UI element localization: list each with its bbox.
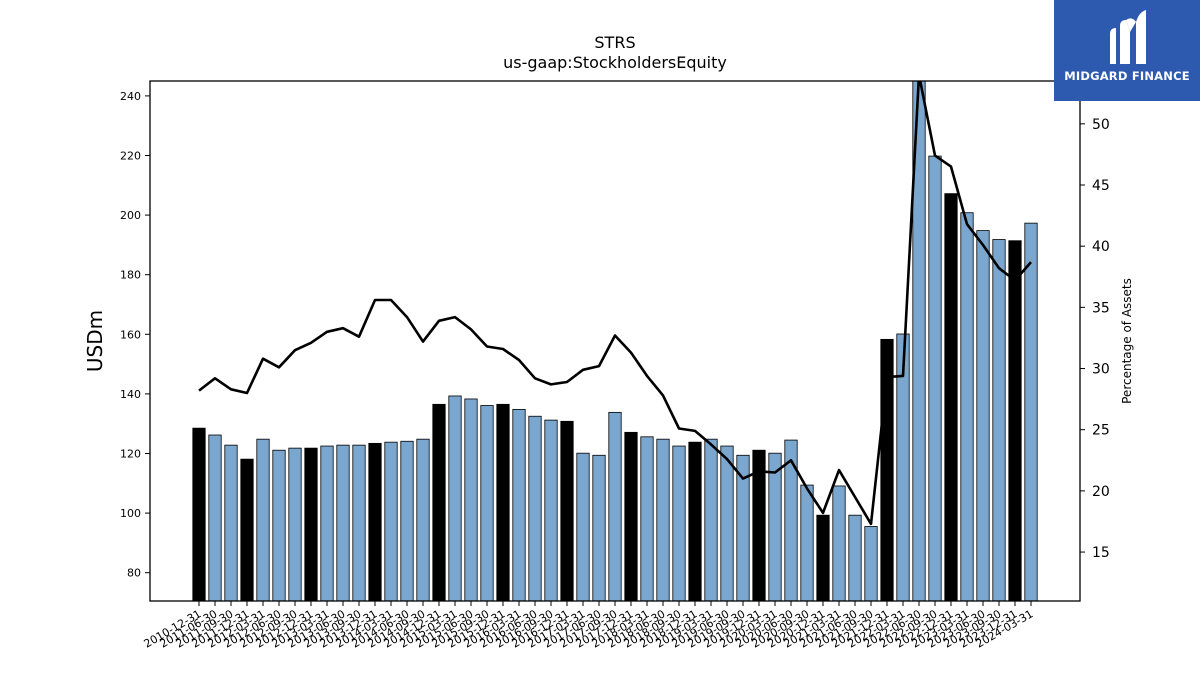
bar [400, 440, 414, 602]
bar [848, 514, 862, 602]
bar [304, 447, 318, 602]
y2-tick-label: 50 [1092, 117, 1110, 133]
brand-name: MIDGARD FINANCE [1064, 69, 1190, 83]
bar [512, 408, 526, 602]
y-tick-label: 80 [127, 567, 141, 580]
bar [352, 444, 366, 602]
y-tick-label: 120 [120, 447, 141, 460]
bar [800, 484, 814, 602]
bar [816, 514, 830, 602]
bar [464, 398, 478, 602]
bar [672, 445, 686, 602]
bar [608, 411, 622, 602]
bar [544, 419, 558, 602]
y-axis-left: 80 100 120 140 160 180 200 220 240 [120, 90, 150, 580]
chart-subtitle: us-gaap:StockholdersEquity [503, 53, 727, 72]
y-tick-label: 220 [120, 149, 141, 162]
y2-tick-label: 15 [1092, 545, 1110, 561]
y-tick-label: 200 [120, 209, 141, 222]
bar [960, 212, 974, 602]
y2-tick-label: 35 [1092, 300, 1110, 316]
bar [224, 444, 238, 602]
bar [240, 458, 254, 602]
bar [208, 434, 222, 602]
bar [272, 449, 286, 602]
bar [480, 405, 494, 602]
midgard-m-icon [1110, 10, 1146, 64]
y2-axis-label: Percentage of Assets [1120, 278, 1134, 404]
y-tick-label: 180 [120, 269, 141, 282]
series-line [198, 81, 1032, 526]
bar [640, 436, 654, 602]
bar [1008, 240, 1022, 602]
bar [944, 193, 958, 602]
bar [448, 395, 462, 602]
y-tick-label: 240 [120, 90, 141, 103]
bar [832, 485, 846, 602]
bar [576, 452, 590, 602]
bar [768, 452, 782, 602]
bar [592, 454, 606, 602]
bar [720, 445, 734, 602]
chart-title: STRS [594, 33, 635, 52]
bar [624, 431, 638, 602]
bar [256, 438, 270, 602]
bar [320, 445, 334, 602]
bar [864, 526, 878, 602]
bar-series [192, 80, 1038, 602]
bar [928, 155, 942, 602]
bar [192, 427, 206, 602]
brand-logo: MIDGARD FINANCE [1054, 0, 1200, 101]
y2-tick-label: 30 [1092, 362, 1110, 378]
x-axis: 2010-12-312011-06-302011-09-302011-12-31… [142, 601, 1036, 651]
bar [704, 438, 718, 602]
bar [992, 239, 1006, 602]
bar [528, 415, 542, 602]
y-tick-label: 160 [120, 328, 141, 341]
y2-tick-label: 45 [1092, 178, 1110, 194]
bar [288, 447, 302, 602]
y-tick-label: 140 [120, 388, 141, 401]
bar [416, 438, 430, 602]
bar [1024, 222, 1038, 602]
bar [976, 230, 990, 602]
y-axis-label: USDm [83, 310, 107, 372]
bar [384, 441, 398, 602]
y2-tick-label: 20 [1092, 484, 1110, 500]
y-axis-right: 15 20 25 30 35 40 45 50 [1080, 117, 1110, 561]
y-tick-label: 100 [120, 507, 141, 520]
bar [432, 403, 446, 602]
bar [560, 420, 574, 602]
bar [368, 442, 382, 602]
line-series [198, 81, 1032, 526]
bar [688, 441, 702, 602]
bar [336, 444, 350, 602]
bar [656, 438, 670, 602]
bar [496, 403, 510, 602]
y2-tick-label: 25 [1092, 423, 1110, 439]
y2-tick-label: 40 [1092, 239, 1110, 255]
